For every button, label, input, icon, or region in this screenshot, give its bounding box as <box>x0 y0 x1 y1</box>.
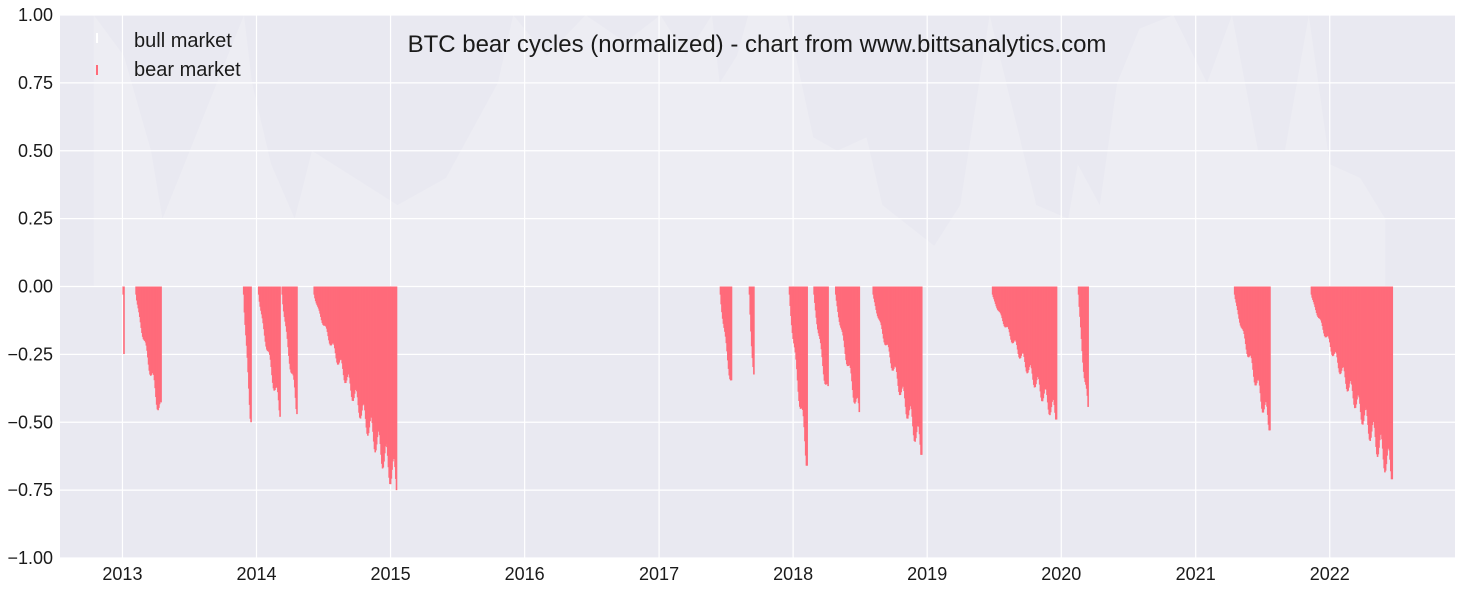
bear-market-cycle <box>122 286 125 355</box>
y-tick-label: −0.75 <box>7 480 53 500</box>
legend-label-bear: bear market <box>134 59 241 81</box>
bear-bar <box>753 286 755 375</box>
bull-market-series <box>93 15 1386 287</box>
x-tick-label: 2022 <box>1310 564 1350 584</box>
x-tick-label: 2013 <box>102 564 142 584</box>
legend-label-bull: bull market <box>134 30 232 52</box>
x-tick-label: 2018 <box>773 564 813 584</box>
x-tick-label: 2015 <box>371 564 411 584</box>
bear-market-cycle <box>281 286 298 415</box>
y-tick-label: 1.00 <box>18 5 53 25</box>
bear-market-cycle <box>835 286 861 413</box>
bear-market-cycle <box>788 286 808 466</box>
bear-bar <box>920 286 923 455</box>
y-tick-label: 0.75 <box>18 73 53 93</box>
bear-bar <box>160 286 162 403</box>
y-tick-label: −1.00 <box>7 548 53 568</box>
bear-bar <box>279 286 281 417</box>
legend: bull market bear market <box>96 30 241 81</box>
bear-market-cycle <box>1077 286 1089 407</box>
bear-market-series <box>122 286 1394 491</box>
legend-swatch-bull <box>96 33 98 43</box>
y-tick-label: 0.25 <box>18 209 53 229</box>
x-tick-label: 2019 <box>907 564 947 584</box>
bear-bar <box>395 286 398 491</box>
bear-market-cycle <box>242 286 252 423</box>
bear-bar <box>296 286 298 415</box>
x-tick-label: 2014 <box>236 564 276 584</box>
bear-market-cycle <box>748 286 755 375</box>
bear-bar <box>123 286 125 355</box>
x-tick-label: 2021 <box>1176 564 1216 584</box>
bear-bar <box>858 286 861 413</box>
y-axis-ticks: 1.00 0.75 0.50 0.25 0.00 −0.25 −0.50 −0.75 −1.00 <box>7 5 53 568</box>
bear-bar <box>730 286 733 381</box>
bear-market-cycle <box>991 286 1058 420</box>
bear-market-cycle <box>872 286 923 455</box>
x-tick-label: 2016 <box>505 564 545 584</box>
y-tick-label: 0.00 <box>18 277 53 297</box>
bear-market-cycle <box>257 286 281 417</box>
bear-market-cycle <box>719 286 733 381</box>
bear-bar <box>250 286 252 423</box>
bear-market-cycle <box>135 286 162 411</box>
x-axis-ticks: 2013 2014 2015 2016 2017 2018 2019 2020 2021 2022 <box>102 564 1349 584</box>
bear-market-cycle <box>313 286 398 491</box>
bear-bar <box>806 286 808 466</box>
legend-swatch-bear <box>96 65 98 75</box>
y-tick-label: −0.25 <box>7 344 53 364</box>
x-tick-label: 2017 <box>639 564 679 584</box>
bear-market-cycle <box>1310 286 1394 480</box>
chart-title: BTC bear cycles (normalized) - chart fro… <box>408 31 1107 58</box>
legend-item-bear: bear market <box>96 59 241 81</box>
y-tick-label: 0.50 <box>18 141 53 161</box>
bear-bar <box>1269 286 1271 431</box>
bear-bar <box>1055 286 1058 420</box>
x-tick-label: 2020 <box>1041 564 1081 584</box>
bull-market-area <box>93 15 1386 287</box>
legend-item-bull: bull market <box>96 30 232 52</box>
bear-bar <box>1087 286 1089 407</box>
y-tick-label: −0.50 <box>7 412 53 432</box>
bear-bar <box>827 286 829 387</box>
bear-market-cycle <box>1233 286 1271 431</box>
bear-bar <box>1391 286 1394 480</box>
bear-market-cycle <box>813 286 829 387</box>
